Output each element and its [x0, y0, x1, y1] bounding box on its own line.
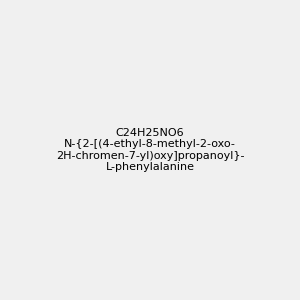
- Text: C24H25NO6
N-{2-[(4-ethyl-8-methyl-2-oxo-
2H-chromen-7-yl)oxy]propanoyl}-
L-pheny: C24H25NO6 N-{2-[(4-ethyl-8-methyl-2-oxo-…: [56, 128, 244, 172]
